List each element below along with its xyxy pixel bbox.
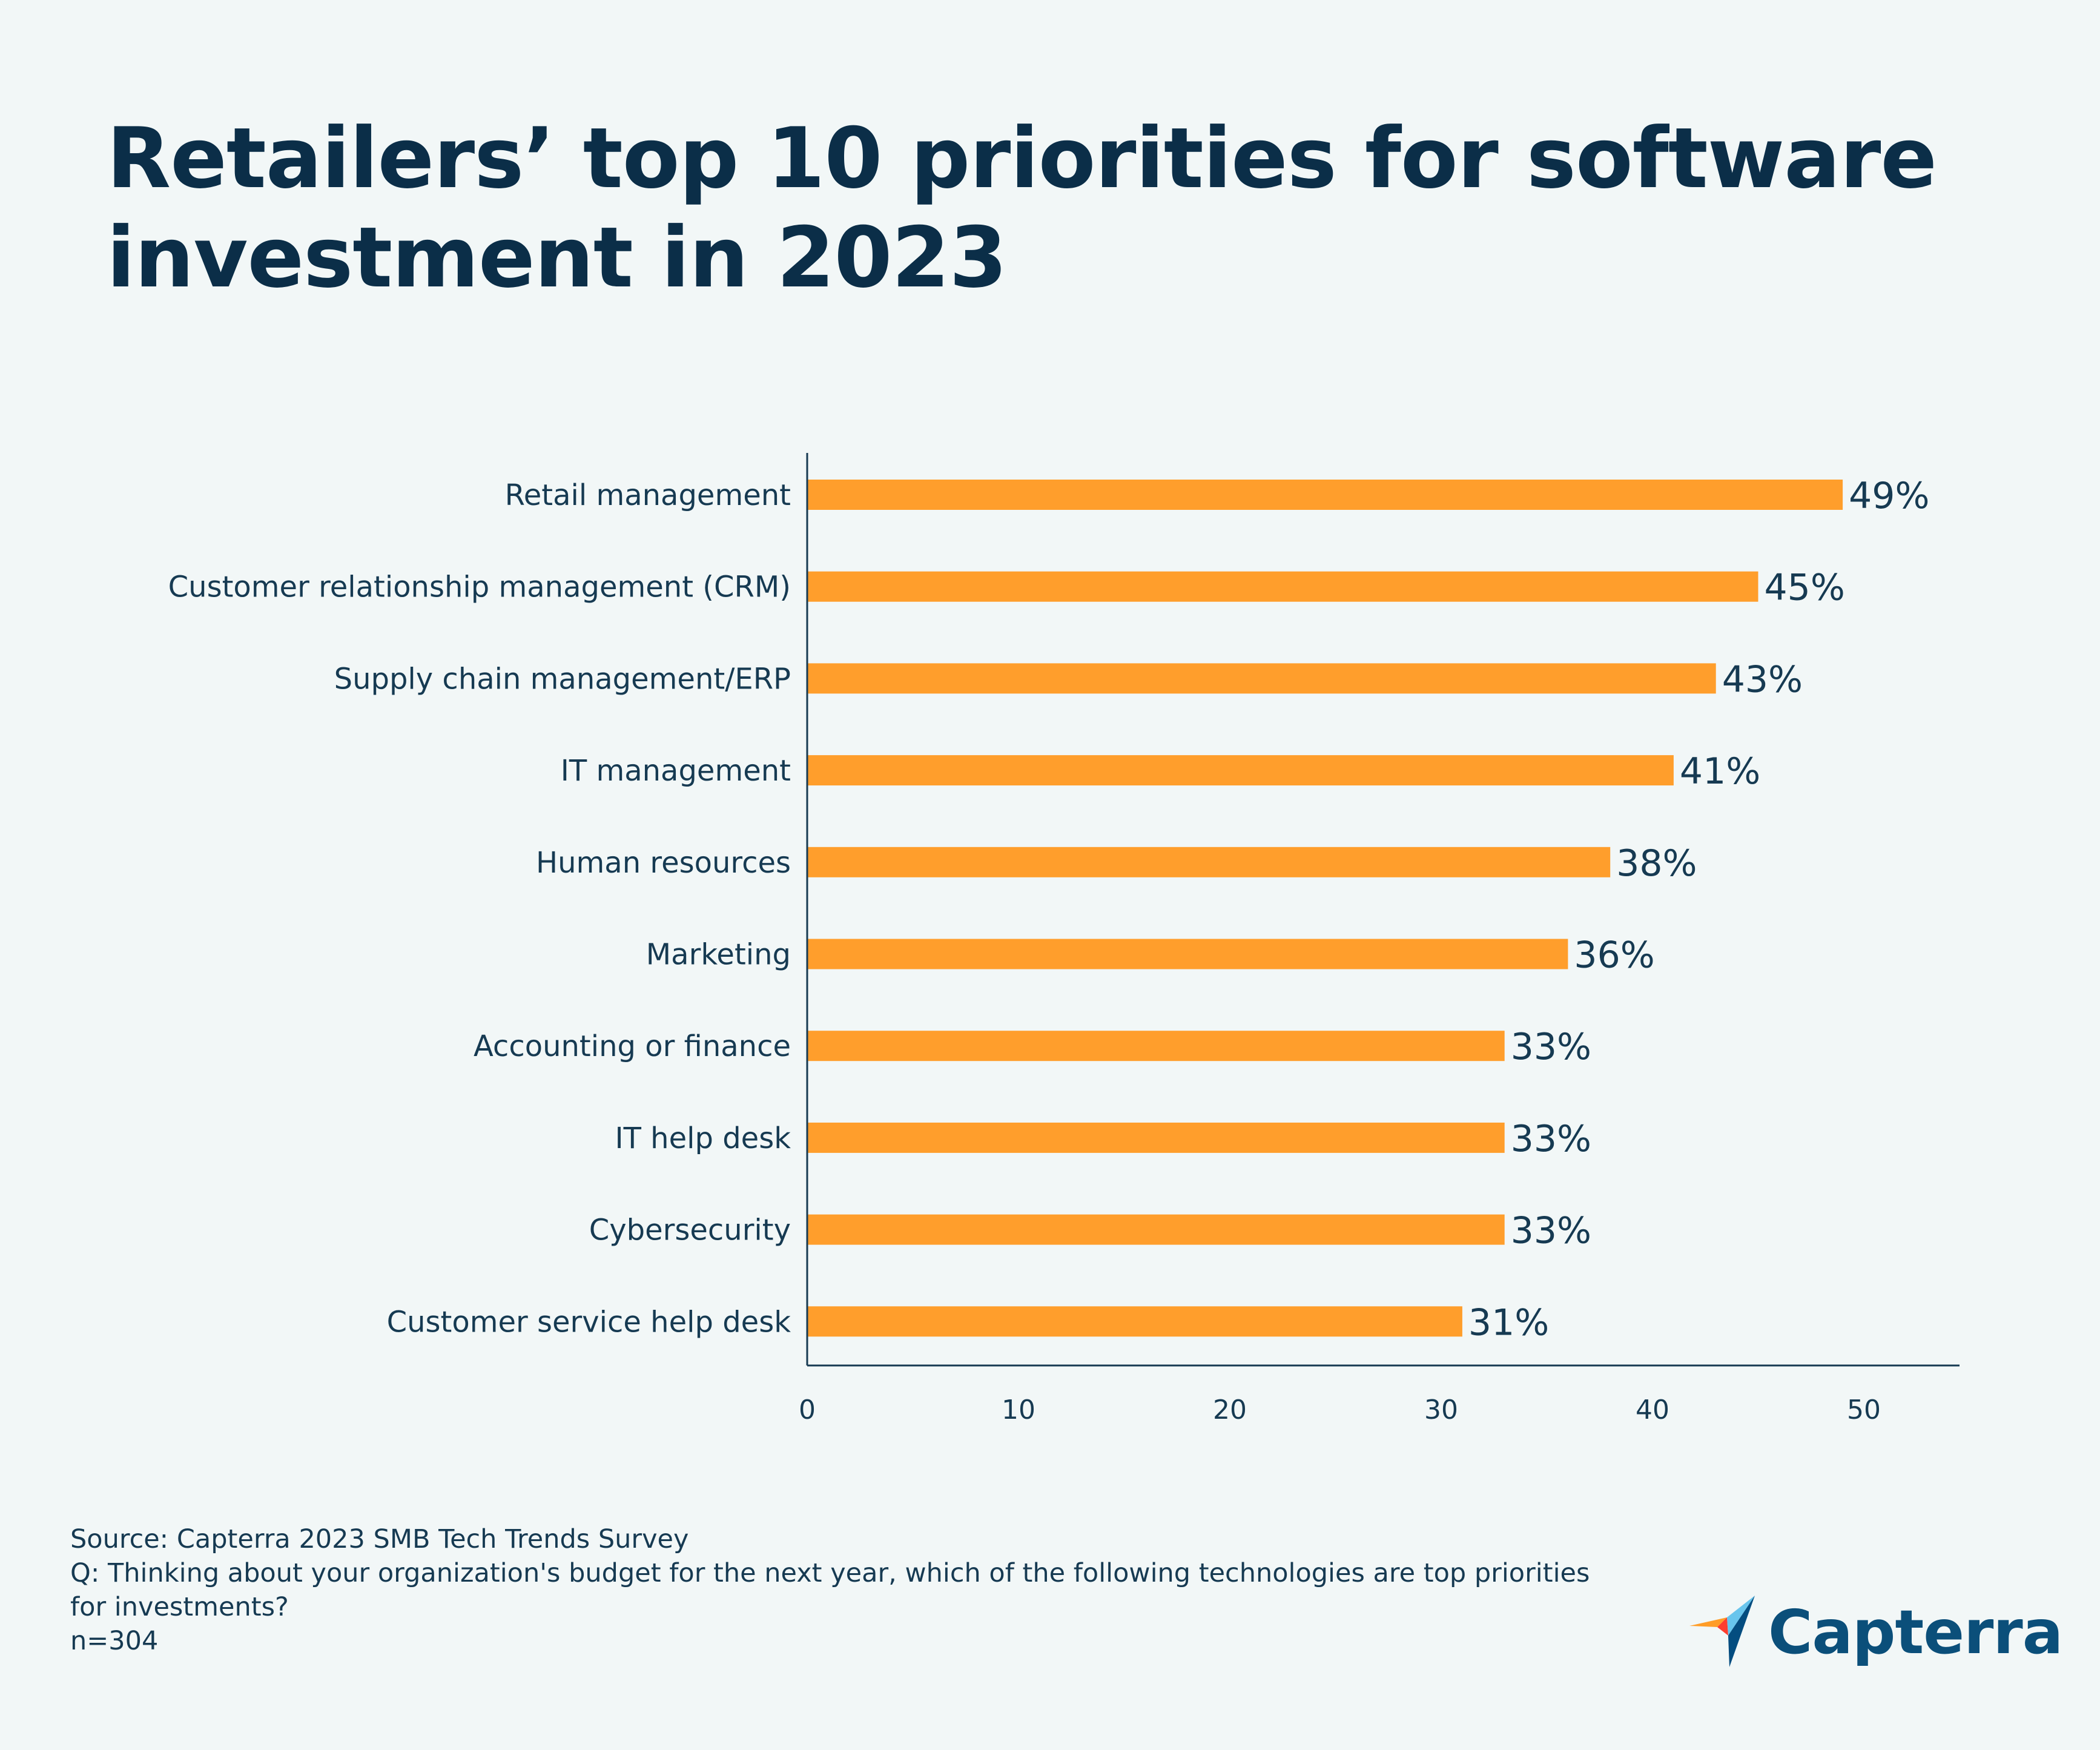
- chart-title-line-1: Retailers’ top 10 priorities for softwar…: [107, 110, 1937, 207]
- x-tick-label-40: 40: [1636, 1395, 1669, 1425]
- category-label-10: Customer service help desk: [387, 1305, 791, 1339]
- bar-1: [807, 480, 1843, 510]
- category-label-4: IT management: [561, 754, 791, 788]
- value-label-6: 36%: [1574, 934, 1654, 977]
- bar-5: [807, 847, 1611, 877]
- value-label-7: 33%: [1511, 1026, 1591, 1068]
- value-label-10: 31%: [1468, 1301, 1549, 1344]
- value-label-2: 45%: [1765, 567, 1845, 609]
- value-label-8: 33%: [1511, 1118, 1591, 1160]
- category-label-9: Cybersecurity: [589, 1213, 791, 1247]
- x-tick-label-30: 30: [1424, 1395, 1458, 1425]
- value-label-5: 38%: [1616, 842, 1697, 885]
- source-note: Source: Capterra 2023 SMB Tech Trends Su…: [70, 1524, 689, 1554]
- category-label-3: Supply chain management/ERP: [334, 662, 791, 696]
- value-label-3: 43%: [1722, 658, 1803, 701]
- sample-size-note: n=304: [70, 1626, 159, 1656]
- category-label-2: Customer relationship management (CRM): [168, 570, 791, 604]
- bar-2: [807, 571, 1758, 602]
- labels-layer: Retail management 49% Customer relationshi…: [168, 475, 1930, 1344]
- bar-chart: Retail management 49% Customer relationshi…: [168, 453, 1960, 1425]
- category-label-5: Human resources: [536, 846, 791, 880]
- x-tick-label-10: 10: [1002, 1395, 1035, 1425]
- bar-9: [807, 1214, 1505, 1245]
- bar-4: [807, 755, 1674, 786]
- question-note-line-2: for investments?: [70, 1592, 289, 1622]
- x-tick-label-20: 20: [1213, 1395, 1247, 1425]
- bar-3: [807, 663, 1716, 694]
- footer-notes: Source: Capterra 2023 SMB Tech Trends Su…: [70, 1522, 1645, 1658]
- chart-title: Retailers’ top 10 priorities for softwar…: [107, 109, 1984, 308]
- category-label-1: Retail management: [505, 478, 791, 512]
- axis-layer: 0 10 20 30 40 50: [799, 453, 1960, 1425]
- category-label-7: Accounting or finance: [474, 1029, 791, 1063]
- capterra-arrow-icon: [1689, 1596, 1755, 1667]
- value-label-4: 41%: [1680, 750, 1760, 793]
- bar-6: [807, 939, 1568, 969]
- value-label-1: 49%: [1849, 475, 1929, 517]
- bar-10: [807, 1306, 1462, 1337]
- x-tick-label-0: 0: [799, 1395, 816, 1425]
- chart-title-line-2: investment in 2023: [107, 209, 1008, 306]
- value-label-9: 33%: [1511, 1210, 1591, 1252]
- question-note-line-1: Q: Thinking about your organization's bu…: [70, 1558, 1590, 1588]
- category-label-6: Marketing: [646, 938, 791, 972]
- capterra-logo: Capterra: [1689, 1593, 2063, 1671]
- bar-7: [807, 1031, 1505, 1062]
- bars-layer: [807, 480, 1843, 1337]
- capterra-wordmark: Capterra: [1768, 1596, 2063, 1668]
- x-tick-label-50: 50: [1847, 1395, 1881, 1425]
- bar-8: [807, 1122, 1505, 1153]
- category-label-8: IT help desk: [615, 1121, 791, 1155]
